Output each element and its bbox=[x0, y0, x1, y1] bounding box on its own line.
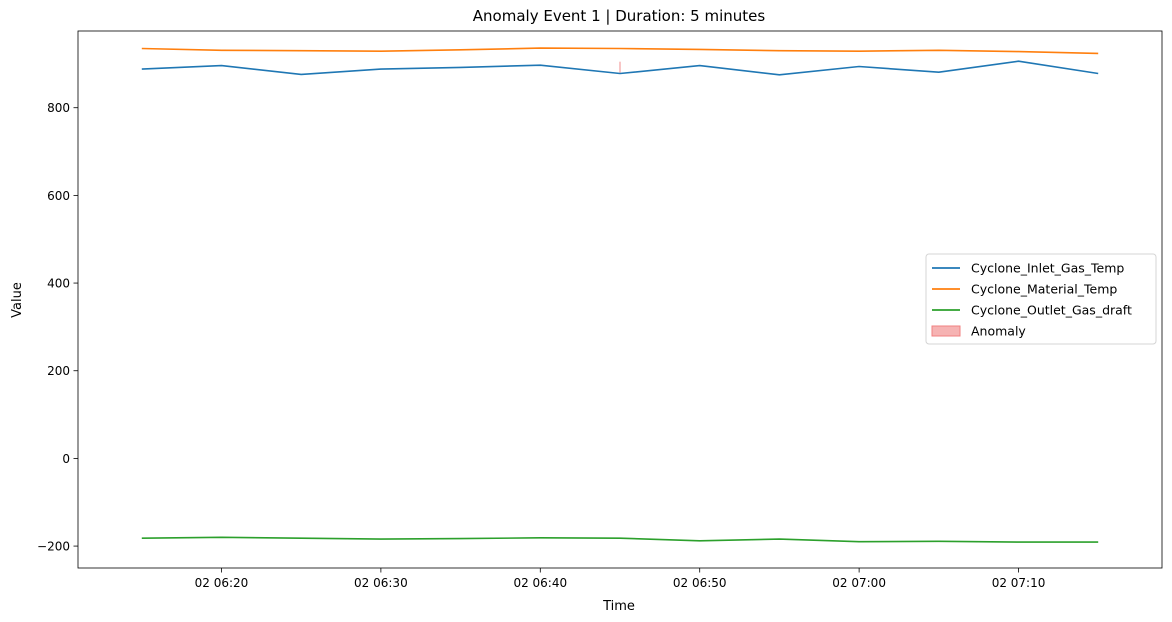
x-tick-label: 02 06:20 bbox=[195, 576, 249, 590]
chart-title: Anomaly Event 1 | Duration: 5 minutes bbox=[473, 7, 766, 25]
legend-label-1: Cyclone_Inlet_Gas_Temp bbox=[971, 261, 1124, 276]
legend-label-2: Cyclone_Material_Temp bbox=[971, 282, 1117, 297]
series-line-1 bbox=[141, 60, 1099, 76]
y-axis-label: Value bbox=[10, 282, 25, 318]
x-tick-label: 02 06:50 bbox=[673, 576, 727, 590]
legend-swatch-anomaly bbox=[931, 325, 961, 337]
legend-box bbox=[925, 253, 1157, 345]
y-tick-label: 400 bbox=[47, 277, 70, 291]
series-line-2 bbox=[141, 47, 1099, 55]
legend-label-anomaly: Anomaly bbox=[971, 324, 1026, 339]
series-line-3 bbox=[141, 536, 1099, 543]
x-tick-label: 02 07:00 bbox=[832, 576, 886, 590]
axes-frame bbox=[77, 30, 1163, 569]
y-tick-label: 800 bbox=[47, 101, 70, 115]
y-tick-label: 600 bbox=[47, 189, 70, 203]
x-tick-label: 02 06:40 bbox=[513, 576, 567, 590]
x-tick-label: 02 06:30 bbox=[354, 576, 408, 590]
x-axis-label: Time bbox=[602, 599, 635, 614]
x-tick-label: 02 07:10 bbox=[992, 576, 1046, 590]
y-tick-label: 200 bbox=[47, 364, 70, 378]
legend-label-3: Cyclone_Outlet_Gas_draft bbox=[971, 303, 1132, 318]
series-lines bbox=[141, 47, 1099, 543]
axes: 02 06:20 02 06:30 02 06:40 02 06:50 02 07:00… bbox=[37, 30, 1163, 590]
y-tick-label: 0 bbox=[62, 452, 70, 466]
legend: Cyclone_Inlet_Gas_Temp Cyclone_Material_T… bbox=[925, 253, 1157, 345]
y-tick-label: −200 bbox=[37, 540, 70, 554]
anomaly-span bbox=[619, 61, 621, 73]
